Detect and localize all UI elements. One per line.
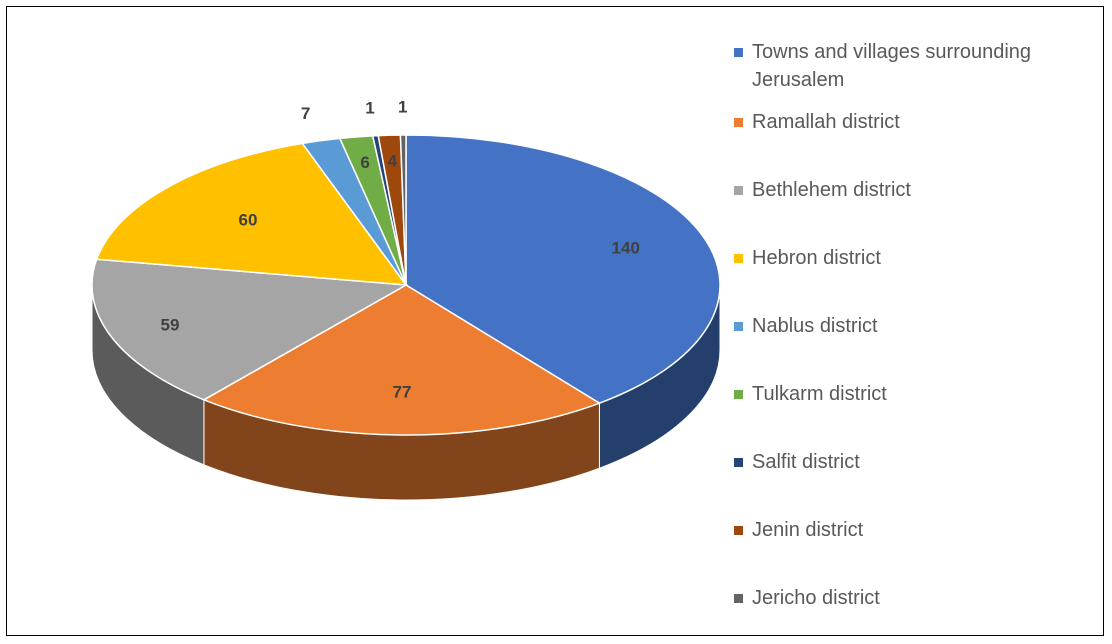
legend-swatch xyxy=(734,458,743,467)
legend-swatch xyxy=(734,390,743,399)
chart-frame xyxy=(6,6,1104,636)
data-label: 7 xyxy=(301,104,310,123)
data-label: 6 xyxy=(360,153,369,172)
legend-item: Bethlehem district xyxy=(734,176,1094,204)
legend-label: Hebron district xyxy=(752,247,881,269)
data-label: 59 xyxy=(161,316,180,335)
slice xyxy=(202,284,602,436)
legend-label: Nablus district xyxy=(752,315,878,337)
legend-swatch xyxy=(734,254,743,263)
data-label: 4 xyxy=(388,152,398,171)
legend-swatch xyxy=(734,118,743,127)
data-label: 140 xyxy=(611,238,639,257)
legend-item: Ramallah district xyxy=(734,108,1094,136)
legend-swatch xyxy=(734,526,743,535)
slice xyxy=(91,258,409,401)
legend-swatch xyxy=(734,186,743,195)
slice xyxy=(399,134,407,286)
legend-swatch xyxy=(734,48,743,57)
legend-swatch xyxy=(734,322,743,331)
data-label: 77 xyxy=(393,382,412,401)
legend-swatch xyxy=(734,594,743,603)
legend-item: Hebron district xyxy=(734,244,1094,272)
slice xyxy=(405,134,721,404)
legend-item: Jericho district xyxy=(734,584,1094,612)
legend-item: Tulkarm district xyxy=(734,380,1094,408)
legend-label: Bethlehem district xyxy=(752,179,911,201)
legend-label: Ramallah district xyxy=(752,111,900,133)
slice-tops xyxy=(91,134,721,436)
legend-item: Nablus district xyxy=(734,312,1094,340)
legend-label: Jenin district xyxy=(752,519,864,541)
data-label: 1 xyxy=(365,98,374,117)
legend-item: Jenin district xyxy=(734,516,1094,544)
data-labels: 140 77 59 60 7 6 1 4 1 xyxy=(161,97,640,401)
legend-item: Salfit district xyxy=(734,448,1094,476)
slice xyxy=(95,142,408,286)
legend-label: Towns and villages surrounding Jerusalem xyxy=(752,41,1032,91)
legend-label: Tulkarm district xyxy=(752,383,887,405)
data-label: 1 xyxy=(398,97,407,116)
data-label: 60 xyxy=(239,210,258,229)
legend-item: Towns and villages surrounding Jerusalem xyxy=(734,38,1094,94)
legend-label: Jericho district xyxy=(752,587,880,609)
legend-label: Salfit district xyxy=(752,451,860,473)
